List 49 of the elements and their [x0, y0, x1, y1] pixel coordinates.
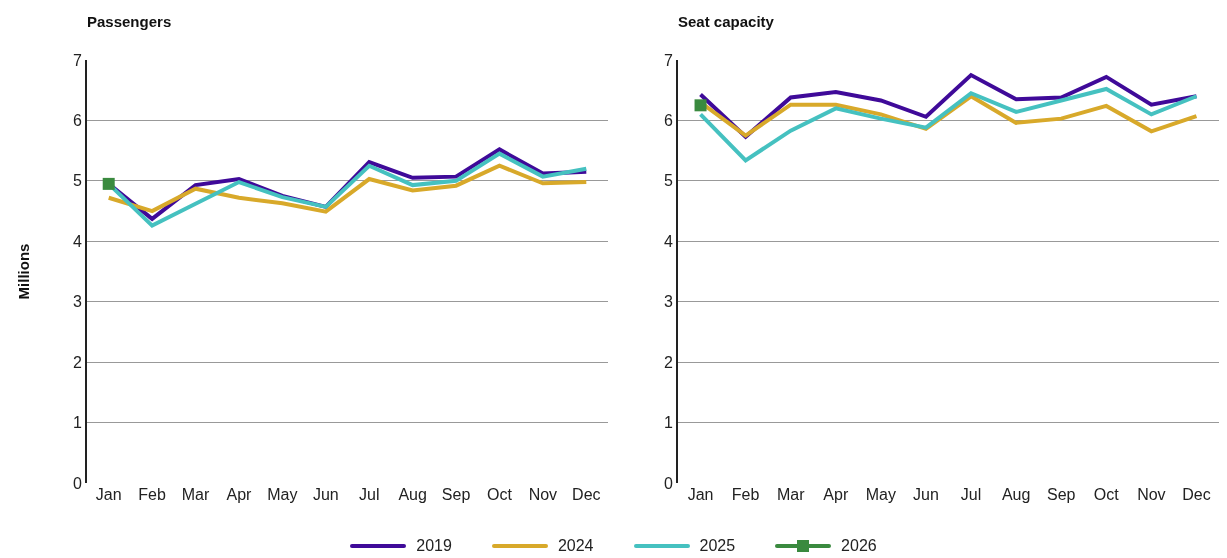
x-tick-label: Jul: [960, 486, 982, 503]
x-tick-label: Jan: [687, 486, 714, 503]
chart-title: Seat capacity: [678, 13, 775, 31]
x-tick-label: Aug: [1001, 486, 1031, 503]
x-tick-label: Sep: [441, 486, 471, 503]
x-tick-label: May: [267, 486, 298, 503]
y-tick-label: 0: [663, 474, 673, 492]
x-tick-label: Nov: [528, 486, 558, 503]
y-tick-label: 7: [72, 51, 82, 69]
x-tick-label: Apr: [226, 486, 253, 503]
x-tick-label: May: [865, 486, 896, 503]
x-tick-label: Mar: [776, 486, 806, 503]
x-tick-label: Jun: [913, 486, 939, 503]
y-axis-title: Millions: [14, 243, 32, 300]
x-tick-label: Dec: [1182, 486, 1211, 503]
legend-label: 2019: [416, 537, 452, 555]
x-tick-label: Nov: [1137, 486, 1166, 503]
x-tick-label: Aug: [398, 486, 427, 503]
y-tick-label: 0: [72, 474, 82, 492]
y-tick-label: 6: [72, 112, 82, 130]
legend-label: 2026: [841, 537, 877, 555]
y-tick-label: 7: [663, 51, 673, 69]
line-series: [106, 163, 589, 214]
x-tick-label: Sep: [1046, 486, 1076, 503]
y-tick-label: 6: [663, 112, 673, 130]
x-tick-label: Jan: [95, 486, 122, 503]
x-tick-label: Mar: [181, 486, 210, 503]
y-tick-label: 2: [72, 353, 82, 371]
y-tick-label: 4: [72, 232, 82, 250]
line-series: [698, 87, 1199, 163]
y-tick-label: 2: [663, 353, 673, 371]
x-tick-label: Oct: [1093, 486, 1120, 503]
x-tick-label: Feb: [731, 486, 760, 503]
x-tick-label: Oct: [487, 486, 513, 503]
x-tick-label: Dec: [572, 486, 601, 503]
y-tick-label: 3: [663, 293, 673, 311]
y-tick-label: 5: [663, 172, 673, 190]
legend-label: 2024: [557, 537, 594, 555]
x-tick-label: Apr: [823, 486, 849, 503]
x-tick-label: Jun: [312, 486, 339, 503]
y-tick-label: 4: [663, 232, 673, 250]
y-tick-label: 1: [72, 414, 82, 432]
legend-label: 2025: [699, 537, 736, 555]
x-tick-label: Feb: [138, 486, 167, 503]
chart-title: Passengers: [87, 13, 172, 31]
x-tick-label: Jul: [358, 486, 380, 503]
y-tick-label: 5: [72, 172, 82, 190]
y-tick-label: 3: [72, 293, 82, 311]
y-tick-label: 1: [663, 414, 673, 432]
